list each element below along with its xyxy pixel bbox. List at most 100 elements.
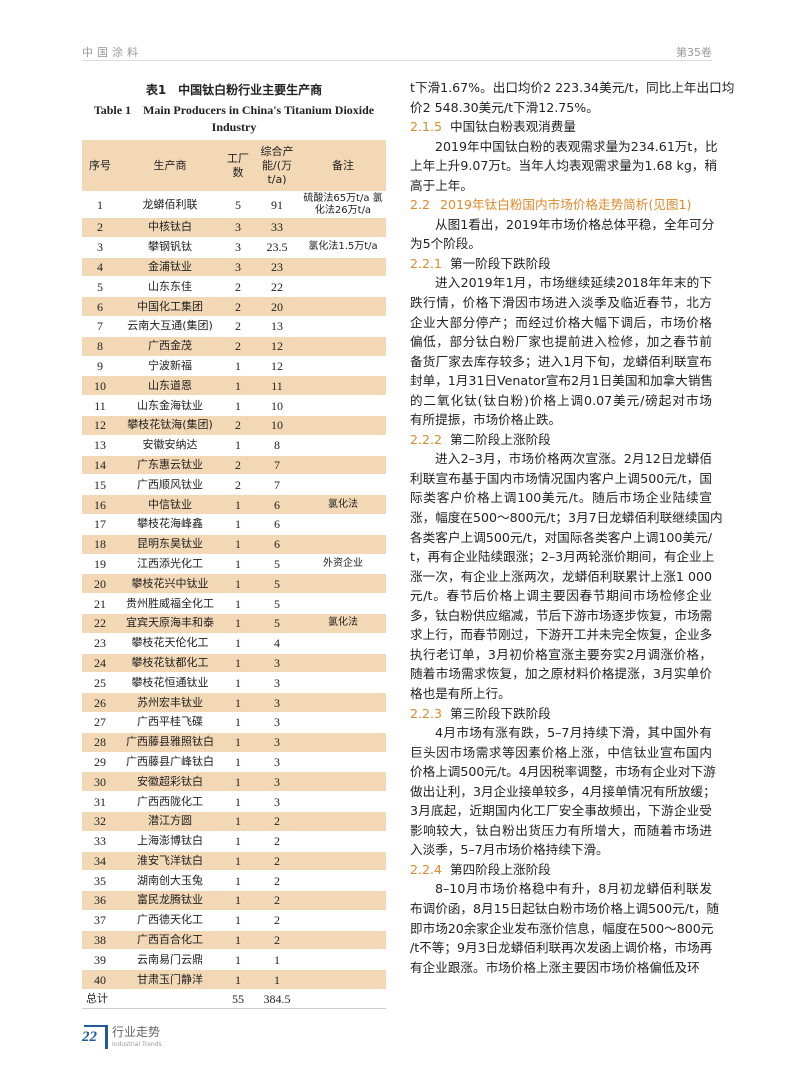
table-row: 1 龙蟒佰利联 5 91 硫酸法65万t/a 氯化法26万t/a <box>82 191 386 218</box>
note <box>300 435 386 456</box>
capacity: 7 <box>254 474 300 496</box>
row-index: 22 <box>82 613 118 634</box>
row-index: 29 <box>82 752 118 773</box>
capacity: 2 <box>254 851 300 872</box>
capacity: 1 <box>254 969 300 991</box>
producers-table: 序号 生产商 工厂数 综合产能/(万t/a) 备注 1 龙蟒佰利联 5 91 硫酸法65… <box>82 140 386 1010</box>
total-plants: 55 <box>222 989 254 1010</box>
paragraph-line: 随着市场需求恢复，加之原材料价格提涨，3月实单价 <box>410 666 712 682</box>
plant-count: 1 <box>222 910 254 931</box>
col-header-notes: 备注 <box>300 140 386 192</box>
producer-name: 云南易门云鼎 <box>118 949 222 971</box>
plant-count: 1 <box>222 435 254 456</box>
total-row: 总计 55 384.5 <box>82 989 386 1010</box>
plant-count: 1 <box>222 811 254 832</box>
row-index: 7 <box>82 316 118 337</box>
capacity: 6 <box>254 494 300 515</box>
table-row: 21 贵州胜威福全化工 1 5 <box>82 593 386 614</box>
producer-name: 上海澎博钛白 <box>118 831 222 852</box>
plant-count: 1 <box>222 969 254 991</box>
note <box>300 336 386 357</box>
row-index: 32 <box>82 811 118 832</box>
producer-name: 山东金海钛业 <box>118 395 222 416</box>
capacity: 23.5 <box>254 237 300 258</box>
paragraph-line: 的二氧化钛(钛白粉)价格上调0.07美元/磅起对市场 <box>410 392 712 408</box>
capacity: 2 <box>254 870 300 892</box>
table-row: 29 广西藤县广峰钛白 1 3 <box>82 752 386 773</box>
note <box>300 732 386 753</box>
section-title: 第四阶段上涨阶段 <box>450 861 551 877</box>
note <box>300 831 386 852</box>
page-number: 22 <box>82 1029 97 1045</box>
producer-name: 广西藤县雅照钛白 <box>118 732 222 753</box>
plant-count: 1 <box>222 692 254 713</box>
plant-count: 1 <box>222 593 254 614</box>
producer-name: 广西百合化工 <box>118 930 222 951</box>
note <box>300 217 386 238</box>
note <box>300 514 386 535</box>
paragraph-line: 2019年中国钛白粉的表观需求量为234.61万t，比 <box>435 138 718 154</box>
capacity: 10 <box>254 415 300 436</box>
row-index: 9 <box>82 356 118 377</box>
row-index: 15 <box>82 474 118 496</box>
note <box>300 672 386 694</box>
plant-count: 2 <box>222 415 254 436</box>
paragraph-line: 求上行，而春节刚过，下游开工并未完全恢复，企业多 <box>410 627 713 643</box>
table-row: 20 攀枝花兴中钛业 1 5 <box>82 573 386 595</box>
table-row: 22 宜宾天原海丰和泰 1 5 氯化法 <box>82 613 386 634</box>
plant-count: 1 <box>222 851 254 872</box>
paragraph-line: 封单，1月31日Venator宣布2月1日美国和加拿大销售 <box>410 373 714 389</box>
table-row: 37 广西德天化工 1 2 <box>82 910 386 931</box>
section-heading: 2.2.4 第四阶段上涨阶段 <box>410 860 712 880</box>
table-row: 40 甘肃玉门静洋 1 1 <box>82 969 386 991</box>
note <box>300 593 386 614</box>
producer-name: 攀枝花海峰鑫 <box>118 514 222 535</box>
col-header-index: 序号 <box>82 140 118 192</box>
producer-name: 淮安飞洋钛白 <box>118 851 222 872</box>
capacity: 91 <box>254 191 300 218</box>
paragraph-line: 元/t。春节后价格上调主要因春节期间市场检修企业 <box>410 588 712 604</box>
producer-name: 龙蟒佰利联 <box>118 191 222 218</box>
paragraph-line: 有所提振，市场价格止跌。 <box>410 412 562 428</box>
table-row: 34 淮安飞洋钛白 1 2 <box>82 851 386 872</box>
table-row: 36 富民龙腾钛业 1 2 <box>82 890 386 911</box>
section-number: 2.2.4 <box>410 861 443 877</box>
col-header-producer: 生产商 <box>118 140 222 192</box>
capacity: 6 <box>254 514 300 535</box>
table-row: 8 广西金茂 2 12 <box>82 336 386 357</box>
table-row: 14 广东惠云钛业 2 7 <box>82 455 386 476</box>
producer-name: 潜江方圆 <box>118 811 222 832</box>
note <box>300 969 386 991</box>
row-index: 28 <box>82 732 118 753</box>
producer-name: 安徽超彩钛白 <box>118 771 222 793</box>
note <box>300 653 386 674</box>
note <box>300 791 386 812</box>
paragraph-line: 涨，幅度在500～800元/t；3月7日龙蟒佰利联继续国内 <box>410 510 723 526</box>
capacity: 5 <box>254 593 300 614</box>
paragraph-line: 进入2019年1月，市场继续延续2018年年末的下 <box>435 275 712 291</box>
capacity: 13 <box>254 316 300 337</box>
plant-count: 2 <box>222 336 254 357</box>
capacity: 2 <box>254 890 300 911</box>
section-heading: 2.2 2019年钛白粉国内市场价格走势简析(见图1) <box>410 195 712 215</box>
paragraph-line: 8–10月市场价格稳中有升，8月初龙蟒佰利联发 <box>435 881 712 897</box>
paragraph-line: 进入2–3月，市场价格两次宣涨。2月12日龙蟒佰 <box>435 451 712 467</box>
table-row: 39 云南易门云鼎 1 1 <box>82 949 386 971</box>
paragraph-line: 跌行情，价格下滑因市场进入淡季及临近春节，北方 <box>410 295 712 311</box>
plant-count: 1 <box>222 890 254 911</box>
table-row: 25 攀枝花恒通钛业 1 3 <box>82 672 386 694</box>
section-title: 2019年钛白粉国内市场价格走势简析(见图1) <box>440 197 692 213</box>
table-row: 35 湖南创大玉兔 1 2 <box>82 870 386 892</box>
note <box>300 752 386 773</box>
note <box>300 930 386 951</box>
table-caption-cn: 表1 中国钛白粉行业主要生产商 <box>145 83 323 97</box>
row-index: 10 <box>82 375 118 397</box>
row-index: 13 <box>82 435 118 456</box>
note: 氯化法 <box>300 494 386 515</box>
section-number: 2.2 <box>410 197 431 213</box>
table-row: 18 昆明东昊钛业 1 6 <box>82 534 386 555</box>
plant-count: 2 <box>222 455 254 476</box>
plant-count: 2 <box>222 474 254 496</box>
table-row: 7 云南大互通(集团) 2 13 <box>82 316 386 337</box>
capacity: 5 <box>254 573 300 595</box>
